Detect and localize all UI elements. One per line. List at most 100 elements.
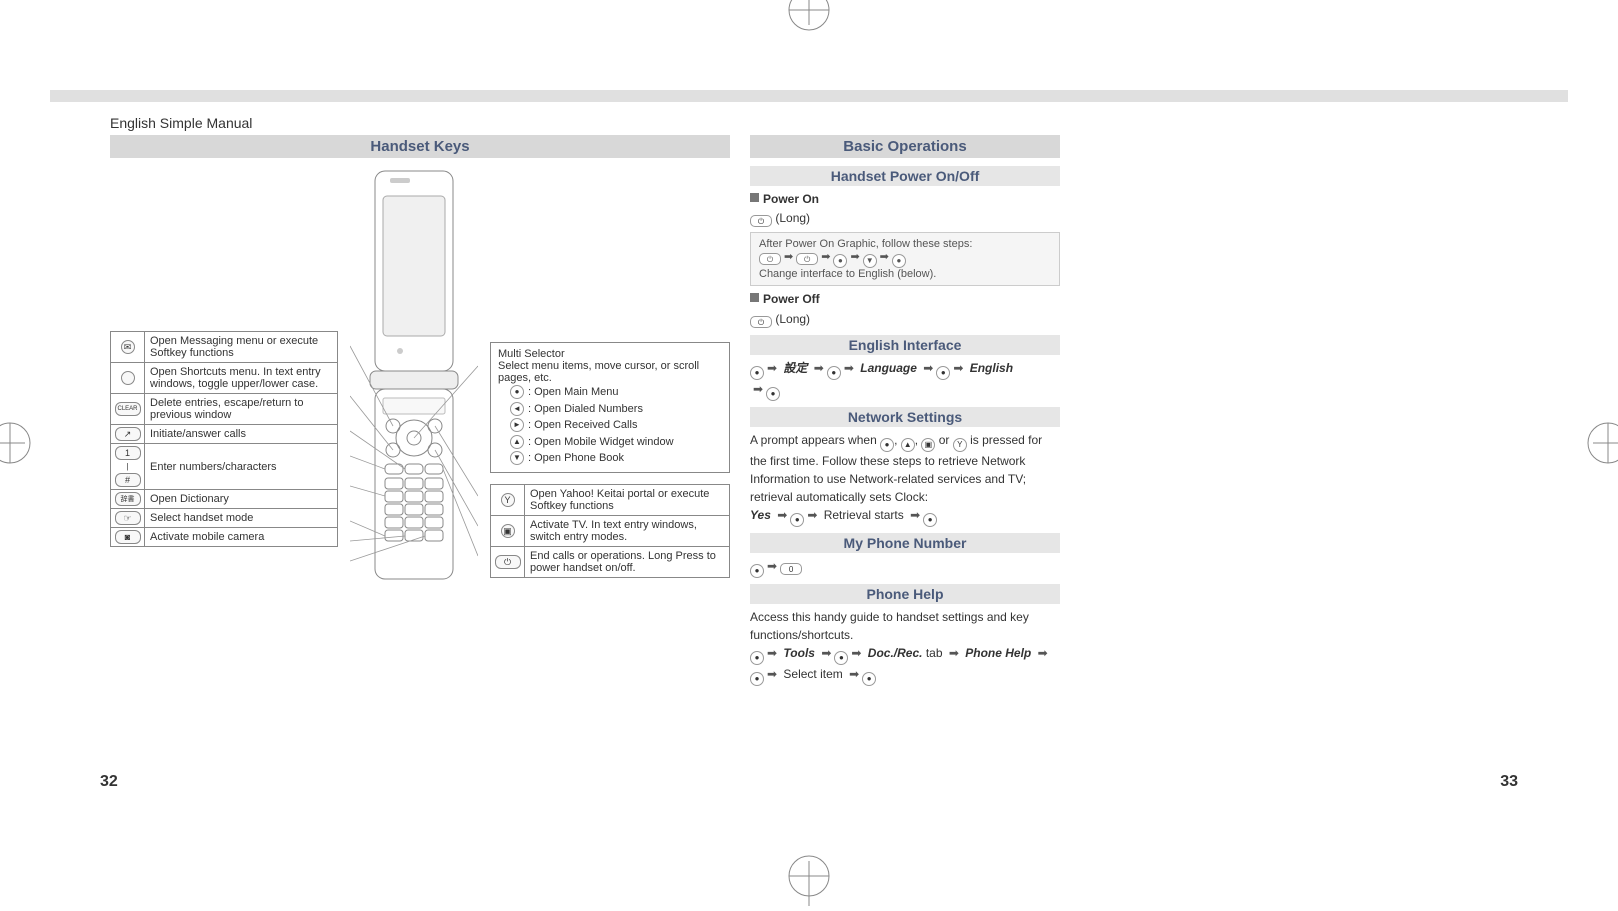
num-key-1-icon: 1 xyxy=(115,446,141,460)
key-row: CLEAR Delete entries, escape/return to pr… xyxy=(111,394,338,425)
key-desc: End calls or operations. Long Press to p… xyxy=(525,547,730,578)
center-key-icon: ● xyxy=(834,651,848,665)
center-key-icon: ● xyxy=(880,438,894,452)
right-arrow-icon: ► xyxy=(510,418,524,432)
dictionary-key-icon: 辞書 xyxy=(115,492,141,506)
network-settings-body: A prompt appears when ●, ▲, ▣ or Y is pr… xyxy=(750,431,1060,506)
left-page: Handset Keys ✉ Open Messaging menu or exe… xyxy=(110,135,730,586)
page-number-right: 33 xyxy=(1500,773,1518,791)
call-key-icon: ↗ xyxy=(115,427,141,441)
power-on-note: After Power On Graphic, follow these ste… xyxy=(750,232,1060,286)
key-row: ☞ Select handset mode xyxy=(111,509,338,528)
power-off-step: ⏻ (Long) xyxy=(750,310,1060,329)
key-desc: Select handset mode xyxy=(145,509,338,528)
key-row: Open Shortcuts menu. In text entry windo… xyxy=(111,363,338,394)
left-key-table: ✉ Open Messaging menu or execute Softkey … xyxy=(110,331,338,547)
center-dot-icon: ● xyxy=(510,385,524,399)
tv-key-icon: ▣ xyxy=(501,524,515,538)
manual-header: English Simple Manual xyxy=(110,115,252,131)
up-arrow-icon: ▲ xyxy=(510,435,524,449)
phone-illustration xyxy=(350,166,478,591)
english-interface-steps: ●➡ 設定 ➡●➡ Language ➡●➡ English ➡● xyxy=(750,359,1060,401)
center-key-icon: ● xyxy=(766,387,780,401)
note-line: After Power On Graphic, follow these ste… xyxy=(759,238,1051,250)
power-on-step: ⏻ (Long) xyxy=(750,209,1060,228)
key-desc: Initiate/answer calls xyxy=(145,425,338,444)
num-key-hash-icon: # xyxy=(115,473,141,487)
key-desc: Open Shortcuts menu. In text entry windo… xyxy=(145,363,338,394)
y-key-icon: Y xyxy=(953,438,967,452)
center-key-icon: ● xyxy=(750,366,764,380)
mail-key-icon: ✉ xyxy=(121,340,135,354)
english-interface-header: English Interface xyxy=(750,335,1060,355)
page-number-left: 32 xyxy=(100,773,118,791)
power-off-label: Power Off xyxy=(750,290,1060,309)
right-key-table: Y Open Yahoo! Keitai portal or execute So… xyxy=(490,484,730,578)
selector-action: : Open Dialed Numbers xyxy=(528,401,643,418)
note-line: Change interface to English (below). xyxy=(759,268,1051,280)
center-key-icon: ● xyxy=(750,672,764,686)
key-row: ▣ Activate TV. In text entry windows, swi… xyxy=(491,516,730,547)
power-key-icon: ⏻ xyxy=(759,253,781,265)
mode-key-icon: ☞ xyxy=(115,511,141,525)
selector-action: : Open Received Calls xyxy=(528,417,637,434)
crop-mark-bottom xyxy=(779,846,839,906)
note-sequence: ⏻➡⏻➡●➡▼➡● xyxy=(759,250,1051,268)
selector-action: : Open Mobile Widget window xyxy=(528,434,674,451)
selector-action: : Open Main Menu xyxy=(528,384,619,401)
basic-operations-header: Basic Operations xyxy=(750,135,1060,158)
power-header: Handset Power On/Off xyxy=(750,166,1060,186)
power-key-icon: ⏻ xyxy=(796,253,818,265)
network-settings-header: Network Settings xyxy=(750,407,1060,427)
center-key-icon: ● xyxy=(923,513,937,527)
crop-mark-left xyxy=(0,413,40,473)
key-desc: Enter numbers/characters xyxy=(145,444,338,490)
power-key-icon: ⏻ xyxy=(750,215,772,227)
key-desc: Open Yahoo! Keitai portal or execute Sof… xyxy=(525,485,730,516)
key-desc: Open Messaging menu or execute Softkey f… xyxy=(145,332,338,363)
phone-help-header: Phone Help xyxy=(750,584,1060,604)
center-key-icon: ● xyxy=(790,513,804,527)
key-desc: Delete entries, escape/return to previou… xyxy=(145,394,338,425)
end-key-icon: ⏻ xyxy=(495,555,521,569)
network-settings-steps: Yes ➡●➡ Retrieval starts ➡● xyxy=(750,506,1060,527)
key-desc: Activate TV. In text entry windows, swit… xyxy=(525,516,730,547)
down-key-icon: ▼ xyxy=(863,254,877,268)
shortcut-key-icon xyxy=(121,371,135,385)
my-phone-header: My Phone Number xyxy=(750,533,1060,553)
down-arrow-icon: ▼ xyxy=(510,451,524,465)
phone-help-body: Access this handy guide to handset setti… xyxy=(750,608,1060,644)
key-row: ↗ Initiate/answer calls xyxy=(111,425,338,444)
key-desc: Activate mobile camera xyxy=(145,528,338,547)
multi-selector-desc: Select menu items, move cursor, or scrol… xyxy=(498,360,722,384)
power-on-label: Power On xyxy=(750,190,1060,209)
right-page: Basic Operations Handset Power On/Off Po… xyxy=(750,135,1060,686)
tv-key-icon: ▣ xyxy=(921,438,935,452)
key-row: 1|#Enter numbers/characters xyxy=(111,444,338,490)
up-key-icon: ▲ xyxy=(901,438,915,452)
key-row: ⏻ End calls or operations. Long Press to … xyxy=(491,547,730,578)
my-phone-steps: ●➡0 xyxy=(750,557,1060,578)
center-key-icon: ● xyxy=(862,672,876,686)
phone-help-steps: ●➡ Tools ➡●➡ Doc./Rec. tab ➡ Phone Help … xyxy=(750,644,1060,686)
multi-selector-box: Multi Selector Select menu items, move c… xyxy=(490,342,730,473)
center-key-icon: ● xyxy=(827,366,841,380)
key-row: ✉ Open Messaging menu or execute Softkey … xyxy=(111,332,338,363)
y-key-icon: Y xyxy=(501,493,515,507)
center-key-icon: ● xyxy=(936,366,950,380)
key-row: Y Open Yahoo! Keitai portal or execute So… xyxy=(491,485,730,516)
center-key-icon: ● xyxy=(833,254,847,268)
crop-mark-right xyxy=(1578,413,1618,473)
center-key-icon: ● xyxy=(750,651,764,665)
key-desc: Open Dictionary xyxy=(145,490,338,509)
clear-back-key-icon: CLEAR xyxy=(115,402,141,416)
center-key-icon: ● xyxy=(892,254,906,268)
zero-key-icon: 0 xyxy=(780,563,802,575)
phone-area: ✉ Open Messaging menu or execute Softkey … xyxy=(110,166,730,586)
top-bar xyxy=(50,90,1568,102)
multi-selector-title: Multi Selector xyxy=(498,348,722,360)
handset-keys-header: Handset Keys xyxy=(110,135,730,158)
crop-mark-top xyxy=(779,0,839,40)
key-row: ◙Activate mobile camera xyxy=(111,528,338,547)
left-arrow-icon: ◄ xyxy=(510,402,524,416)
